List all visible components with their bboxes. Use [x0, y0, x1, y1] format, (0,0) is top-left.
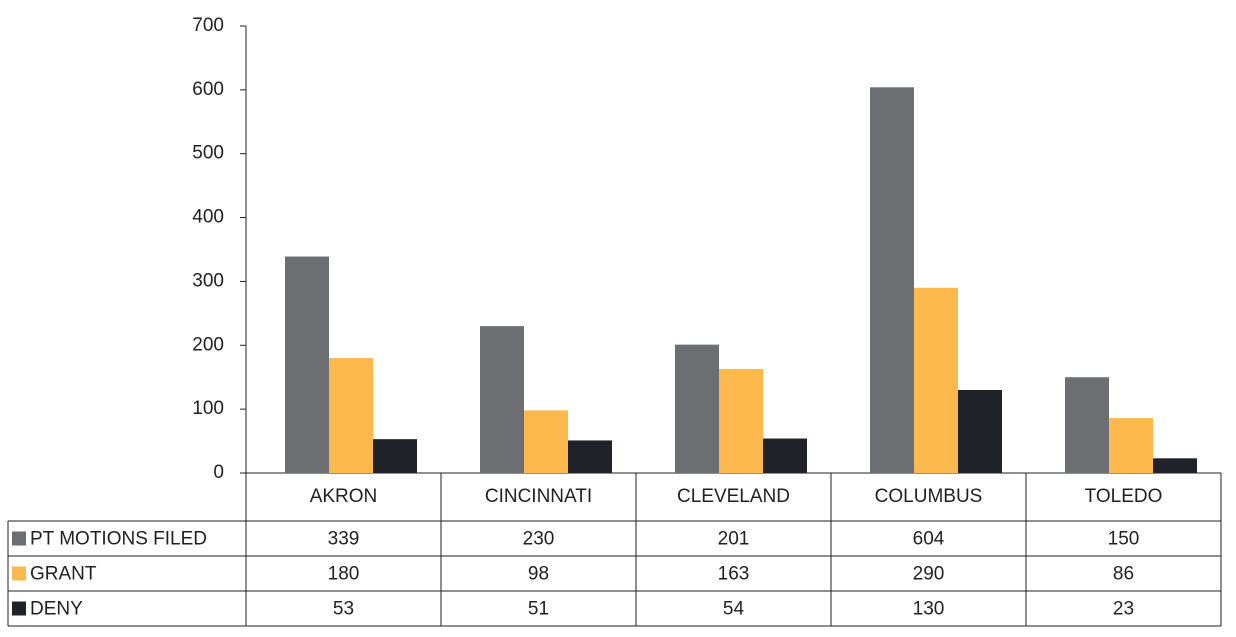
x-tick-label: COLUMBUS	[875, 486, 983, 507]
y-tick-label: 500	[192, 143, 224, 164]
bar	[480, 326, 524, 473]
bar	[958, 389, 1002, 473]
y-tick-label: 600	[192, 79, 224, 100]
y-tick-label: 100	[192, 398, 224, 419]
bar	[914, 287, 958, 473]
bar	[524, 410, 568, 473]
table-value: 150	[1108, 529, 1140, 550]
bar	[1109, 418, 1153, 473]
x-tick-label: CLEVELAND	[677, 486, 790, 507]
table-value: 201	[718, 529, 750, 550]
bar	[373, 439, 417, 473]
legend-swatch	[12, 566, 26, 581]
legend-swatch	[12, 601, 26, 616]
bar	[719, 368, 763, 473]
y-tick-label: 700	[192, 15, 224, 36]
y-tick-label: 300	[192, 270, 224, 291]
x-tick-label: AKRON	[310, 486, 378, 507]
table-value: 290	[913, 564, 945, 585]
table-value: 163	[718, 564, 750, 585]
table-value: 53	[333, 599, 354, 620]
table-value: 130	[913, 599, 945, 620]
bar	[329, 358, 373, 473]
legend-label: PT MOTIONS FILED	[30, 529, 207, 550]
bar	[870, 87, 914, 473]
table-value: 23	[1113, 599, 1134, 620]
bar	[763, 438, 807, 473]
y-tick-label: 200	[192, 334, 224, 355]
y-tick-label: 0	[213, 462, 224, 483]
bar	[1153, 458, 1197, 473]
y-tick-label: 400	[192, 207, 224, 228]
table-value: 51	[528, 599, 549, 620]
table-value: 604	[913, 529, 945, 550]
table-value: 339	[328, 529, 360, 550]
x-tick-label: CINCINNATI	[485, 486, 592, 507]
table-value: 54	[723, 599, 745, 620]
bar	[285, 256, 329, 473]
table-value: 230	[523, 529, 555, 550]
legend-label: DENY	[30, 599, 83, 620]
x-tick-label: TOLEDO	[1085, 486, 1163, 507]
legend-label: GRANT	[30, 564, 97, 585]
bar	[675, 344, 719, 473]
table-value: 86	[1113, 564, 1134, 585]
table-value: 98	[528, 564, 549, 585]
table-value: 180	[328, 564, 360, 585]
legend-swatch	[12, 531, 26, 546]
bar	[568, 440, 612, 473]
bar	[1065, 377, 1109, 473]
